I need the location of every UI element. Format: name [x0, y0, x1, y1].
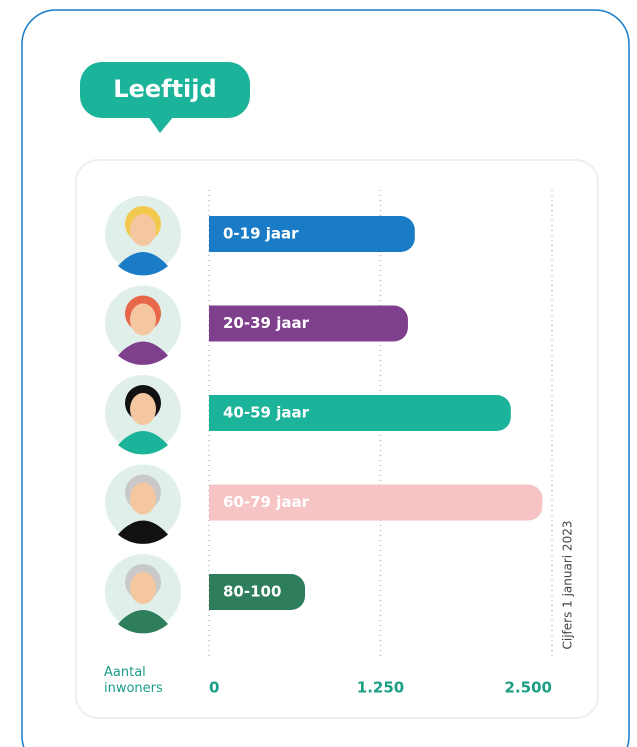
avatar-face [130, 304, 156, 336]
bar-label: 0-19 jaar [223, 225, 299, 243]
bar-label: 60-79 jaar [223, 493, 310, 511]
x-tick-label: 2.500 [505, 679, 552, 697]
page: Leeftijd Cijfers 1 januari 2023 0 1.250 2.… [0, 0, 637, 747]
x-axis-label: Aantal inwoners [104, 665, 174, 697]
x-tick-label: 0 [209, 679, 219, 697]
bar-label: 40-59 jaar [223, 404, 310, 422]
bar-label: 20-39 jaar [223, 314, 310, 332]
chart: Leeftijd Cijfers 1 januari 2023 0 1.250 2.… [0, 0, 637, 747]
chart-title: Leeftijd [113, 75, 216, 103]
x-tick-label: 1.250 [357, 679, 404, 697]
avatar-face [130, 393, 156, 425]
note: Cijfers 1 januari 2023 [561, 521, 575, 650]
avatar-face [130, 572, 156, 604]
avatar-face [130, 483, 156, 515]
bar-label: 80-100 [223, 583, 281, 601]
avatar-face [130, 214, 156, 246]
